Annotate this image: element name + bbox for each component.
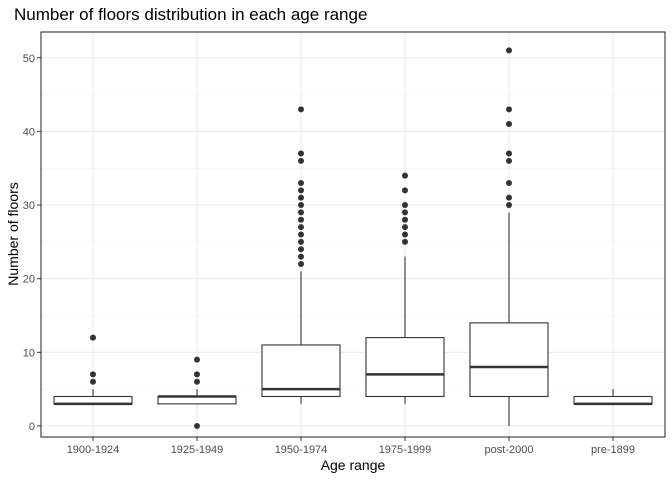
y-tick-label: 10 [23,347,35,359]
y-axis: 0 10 20 30 40 50 [23,53,41,433]
box-1950-1974 [261,106,341,404]
y-tick-label: 20 [23,274,35,286]
box-iqr [469,322,549,398]
outlier-point [402,202,408,209]
outlier-point [506,106,512,113]
outlier-point [298,260,304,267]
box-plots [53,47,653,429]
y-tick-label: 0 [29,421,35,433]
box-iqr [365,337,445,398]
outlier-point [506,194,512,201]
outlier-point [402,238,408,245]
outlier-point [298,106,304,113]
y-tick-label: 40 [23,126,35,138]
chart-title: Number of floors distribution in each ag… [14,5,367,24]
x-tick-label: post-2000 [485,444,534,456]
outlier-point [194,371,200,378]
x-tick-label: 1975-1999 [379,444,432,456]
outlier-point [298,157,304,164]
x-axis: 1900-1924 1925-1949 1950-1974 1975-1999 post… [67,437,635,456]
outlier-point [298,224,304,231]
outlier-point [402,224,408,231]
y-tick-label: 30 [23,200,35,212]
outlier-point [194,356,200,363]
outlier-point [194,378,200,385]
x-tick-label: 1925-1949 [171,444,224,456]
outlier-point [506,157,512,164]
outlier-point [298,231,304,238]
y-tick-label: 50 [23,53,35,65]
outlier-point [298,179,304,186]
outlier-point [402,216,408,223]
outlier-point [194,422,200,429]
grid-lines [41,32,665,437]
box-1925-1949 [157,356,237,429]
panel-border [40,31,666,438]
outlier-point [298,238,304,245]
outlier-point [298,202,304,209]
y-axis-title: Number of floors [5,182,21,285]
outlier-point [298,194,304,201]
x-tick-label: 1900-1924 [67,444,120,456]
x-tick-label: pre-1899 [591,444,635,456]
outlier-point [298,253,304,260]
outlier-point [506,121,512,128]
outlier-point [402,231,408,238]
outlier-point [90,334,96,341]
outlier-point [298,216,304,223]
outlier-point [90,378,96,385]
box-post-2000 [469,47,549,426]
outlier-point [402,209,408,216]
outlier-point [298,150,304,157]
outlier-point [402,187,408,194]
outlier-point [298,246,304,253]
outlier-point [90,371,96,378]
box-pre-1899 [573,389,653,406]
outlier-point [506,150,512,157]
outlier-point [402,172,408,179]
outlier-point [298,209,304,216]
outlier-point [298,187,304,194]
box-1975-1999 [365,172,445,404]
x-axis-title: Age range [321,457,386,473]
outlier-point [506,47,512,54]
outlier-point [506,179,512,186]
x-tick-label: 1950-1974 [275,444,328,456]
outlier-point [506,202,512,209]
box-1900-1924 [53,334,133,406]
